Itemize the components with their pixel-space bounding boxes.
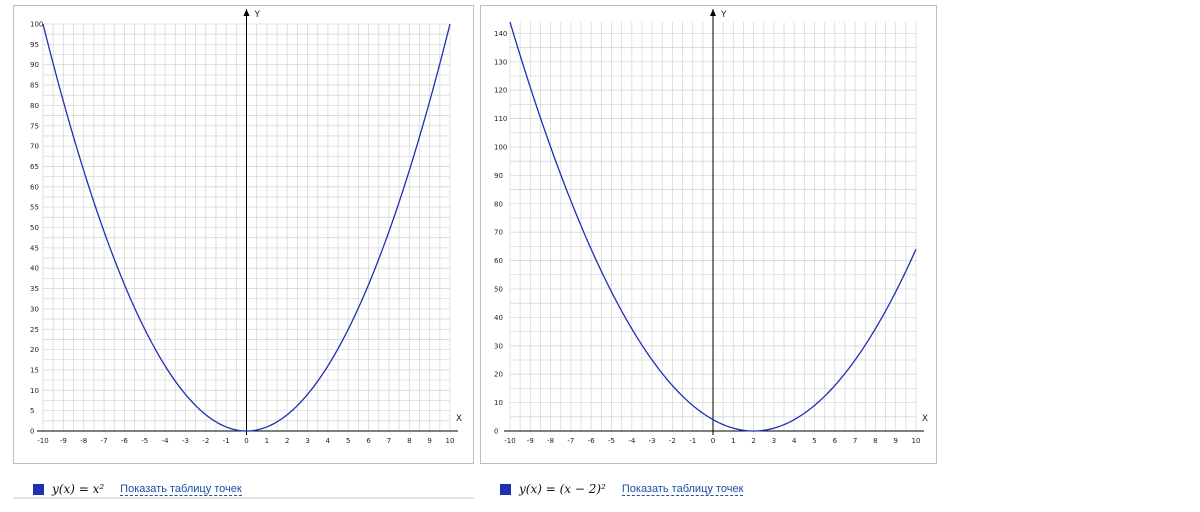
y-tick-label: 95 [30,41,39,49]
legend-formula: y(x) = (x − 2)² [519,482,606,496]
x-tick-label: -9 [527,437,534,445]
y-tick-label: 60 [30,183,39,191]
divider [13,497,474,499]
y-tick-label: 5 [30,407,34,415]
x-tick-label: 9 [427,437,431,445]
x-tick-label: 7 [387,437,391,445]
x-tick-label: -7 [567,437,574,445]
y-tick-label: 45 [30,244,39,252]
x-tick-label: 3 [772,437,776,445]
y-tick-label: 60 [494,257,503,265]
y-tick-label: 40 [494,314,503,322]
y-tick-label: 40 [30,265,39,273]
y-tick-label: 70 [494,229,503,237]
y-axis-arrow [710,9,716,16]
x-tick-label: -8 [547,437,554,445]
y-tick-label: 30 [30,305,39,313]
y-tick-label: 85 [30,82,39,90]
x-tick-label: 5 [812,437,816,445]
x-tick-label: -10 [504,437,515,445]
x-tick-label: -4 [628,437,636,445]
legend-swatch [500,483,511,495]
series-line [509,21,917,432]
y-tick-label: 15 [30,366,39,374]
x-tick-label: -1 [223,437,230,445]
x-tick-label: -3 [182,437,189,445]
y-tick-label: 80 [494,200,503,208]
show-points-table-link[interactable]: Показать таблицу точек [120,482,242,496]
chart-panel-2: Y X -10 -9 -8 -7 -6 -5 -4 -3 -2 -1 0 1 2 3 4 5 6 7 8 9 10 0 10 20… [480,5,937,464]
x-tick-label: -8 [80,437,87,445]
y-axis-label: Y [254,10,261,20]
y-tick-label: 50 [30,224,39,232]
x-tick-label: -4 [162,437,170,445]
series-line [42,23,451,432]
y-tick-label: 55 [30,204,39,212]
y-tick-label: 25 [30,326,39,334]
y-tick-label: 80 [30,102,39,110]
show-points-table-link[interactable]: Показать таблицу точек [621,482,744,496]
chart-2-svg: YX-10 -9 -8 -7 -6 -5 -4 -3 -2 -1 0 1 2 3 4 5 6 7 8 9 1001020… [494,9,928,445]
y-tick-label: 20 [494,371,503,379]
x-tick-label: 8 [407,437,411,445]
x-axis-label: X [456,414,462,424]
x-tick-label: -5 [141,437,148,445]
x-axis-label: X [922,414,928,424]
legend-swatch [33,483,44,495]
chart-1-legend: y(x) = x² Показать таблицу точек [33,481,242,497]
y-tick-label: 70 [30,143,39,151]
x-tick-label: 6 [366,437,371,445]
y-axis-arrow [243,9,250,16]
x-tick-label: -10 [37,437,48,445]
x-tick-label: 2 [751,437,755,445]
y-tick-label: 100 [494,143,507,151]
y-tick-label: 75 [30,122,39,130]
x-tick-label: 5 [346,437,350,445]
y-tick-label: 0 [494,428,498,436]
y-tick-label: 65 [30,163,39,171]
chart-panel-1: Y X -10 -9 -8 -7 -6 -5 -4 -3 -2 -1 0 1 2 3 4 5 6 7 8 9 10 0 5 10 1… [13,5,474,464]
y-tick-label: 35 [30,285,39,293]
legend-formula: y(x) = x² [52,482,105,496]
y-tick-label: 0 [30,428,34,436]
y-tick-label: 110 [494,115,507,123]
y-tick-label: 90 [30,61,39,69]
x-tick-label: 10 [446,437,455,445]
y-tick-label: 100 [30,21,43,29]
x-tick-label: 4 [326,437,331,445]
x-tick-label: -3 [649,437,656,445]
x-tick-label: 7 [853,437,857,445]
chart-1-svg: YX-10 -9 -8 -7 -6 -5 -4 -3 -2 -1 0 1 2 3 4 5 6 7 8 9 1005101… [30,9,462,445]
x-tick-label: 9 [893,437,897,445]
x-tick-label: 8 [873,437,877,445]
y-tick-label: 10 [494,399,503,407]
x-tick-label: -7 [101,437,108,445]
x-tick-label: -9 [60,437,67,445]
x-tick-label: -6 [121,437,129,445]
y-tick-label: 120 [494,87,507,95]
x-tick-label: 1 [265,437,269,445]
x-tick-label: -5 [608,437,615,445]
x-tick-label: -2 [202,437,209,445]
y-tick-label: 30 [494,342,503,350]
x-tick-label: -2 [669,437,676,445]
y-axis-label: Y [720,10,727,20]
x-tick-label: -1 [689,437,696,445]
y-tick-label: 20 [30,346,39,354]
x-tick-label: 1 [731,437,735,445]
y-tick-label: 140 [494,30,507,38]
y-tick-label: 50 [494,285,503,293]
x-tick-label: 3 [305,437,309,445]
x-tick-label: 0 [244,437,248,445]
y-tick-label: 130 [494,58,507,66]
chart-2-legend: y(x) = (x − 2)² Показать таблицу точек [500,481,744,497]
y-tick-label: 10 [30,387,39,395]
x-tick-label: 2 [285,437,289,445]
x-tick-label: -6 [588,437,596,445]
x-tick-label: 6 [833,437,838,445]
x-tick-label: 4 [792,437,797,445]
y-tick-label: 90 [494,172,503,180]
x-tick-label: 10 [912,437,921,445]
x-tick-label: 0 [711,437,715,445]
